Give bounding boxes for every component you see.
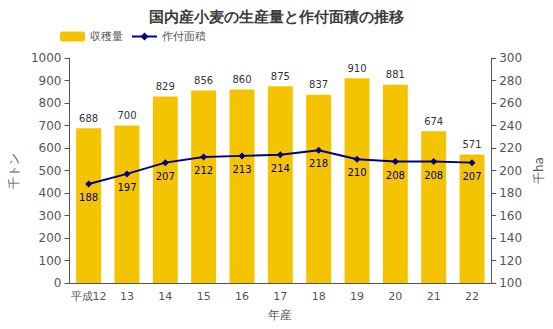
svg-text:856: 856 [194,75,213,86]
svg-text:300: 300 [39,209,62,223]
svg-text:210: 210 [347,167,366,178]
svg-text:200: 200 [39,231,62,245]
svg-text:208: 208 [386,170,405,181]
svg-text:260: 260 [499,96,522,110]
svg-text:140: 140 [499,231,522,245]
svg-text:300: 300 [499,51,522,65]
svg-text:21: 21 [427,290,441,303]
svg-text:600: 600 [39,141,62,155]
svg-text:860: 860 [232,74,251,85]
svg-text:180: 180 [499,186,522,200]
svg-text:500: 500 [39,164,62,178]
svg-text:19: 19 [350,290,364,303]
svg-text:16: 16 [235,290,249,303]
svg-text:18: 18 [312,290,326,303]
svg-text:674: 674 [424,116,443,127]
svg-text:1000: 1000 [31,51,62,65]
svg-text:収穫量: 収穫量 [90,30,123,43]
svg-text:220: 220 [499,141,522,155]
svg-text:平成12: 平成12 [71,290,107,303]
svg-text:14: 14 [158,290,172,303]
svg-text:881: 881 [386,69,405,80]
svg-text:218: 218 [309,158,328,169]
svg-text:800: 800 [39,96,62,110]
svg-text:197: 197 [117,182,136,193]
svg-text:22: 22 [465,290,479,303]
svg-text:213: 213 [232,164,251,175]
svg-text:188: 188 [79,192,98,203]
svg-text:900: 900 [39,74,62,88]
svg-text:214: 214 [271,163,290,174]
svg-text:208: 208 [424,170,443,181]
svg-text:100: 100 [39,254,62,268]
svg-text:207: 207 [156,171,175,182]
svg-text:国内産小麦の生産量と作付面積の推移: 国内産小麦の生産量と作付面積の推移 [149,8,404,26]
svg-text:作付面積: 作付面積 [161,30,206,43]
svg-text:120: 120 [499,254,522,268]
svg-text:837: 837 [309,79,328,90]
svg-text:千ha: 千ha [532,157,546,184]
svg-text:20: 20 [388,290,402,303]
svg-text:200: 200 [499,164,522,178]
svg-text:875: 875 [271,71,290,82]
svg-text:240: 240 [499,119,522,133]
svg-text:207: 207 [462,171,481,182]
svg-text:688: 688 [79,113,98,124]
svg-text:13: 13 [120,290,134,303]
svg-text:100: 100 [499,276,522,290]
svg-text:0: 0 [54,276,62,290]
svg-text:千トン: 千トン [7,153,21,189]
svg-text:160: 160 [499,209,522,223]
svg-text:212: 212 [194,165,213,176]
svg-text:15: 15 [197,290,211,303]
svg-text:17: 17 [273,290,287,303]
svg-text:910: 910 [347,63,366,74]
svg-text:829: 829 [156,81,175,92]
svg-text:700: 700 [39,119,62,133]
svg-text:700: 700 [117,110,136,121]
svg-text:年産: 年産 [268,308,292,322]
svg-text:400: 400 [39,186,62,200]
svg-text:280: 280 [499,74,522,88]
svg-text:571: 571 [462,139,481,150]
